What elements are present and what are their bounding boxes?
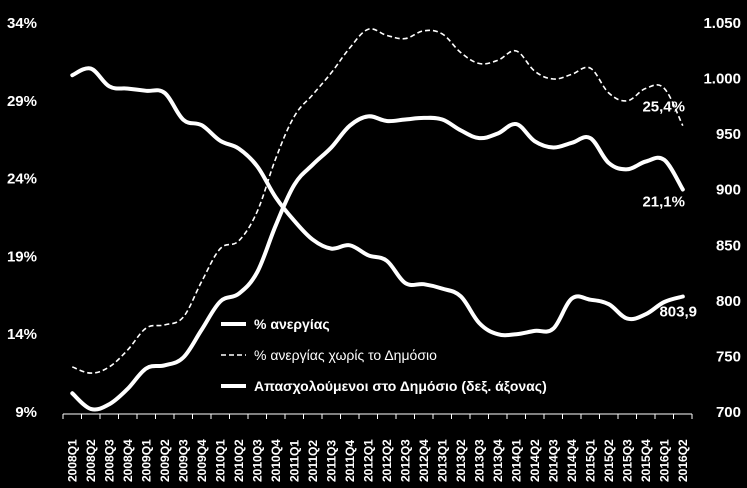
right-tick-label: 900	[716, 182, 741, 199]
series-lines	[70, 27, 685, 412]
right-tick-label: 700	[716, 404, 741, 421]
x-tick-label: 2010Q3	[250, 439, 264, 482]
left-tick-label: 14%	[7, 326, 37, 343]
data-label-public-employees: 803,9	[659, 304, 697, 321]
x-tick-label: 2015Q2	[602, 439, 616, 482]
x-tick-label: 2013Q3	[472, 439, 486, 482]
x-tick-label: 2010Q1	[213, 439, 227, 482]
x-tick-label: 2010Q4	[269, 439, 283, 482]
x-tick-label: 2016Q1	[657, 439, 671, 482]
x-tick-label: 2014Q3	[546, 439, 560, 482]
x-tick-label: 2014Q2	[528, 439, 542, 482]
x-tick-label: 2008Q3	[102, 439, 116, 482]
x-tick-label: 2011Q4	[343, 440, 357, 482]
x-tick-label: 2009Q2	[158, 439, 172, 482]
x-tick-label: 2013Q1	[435, 439, 449, 482]
x-tick-label: 2011Q2	[306, 440, 320, 482]
x-tick-label: 2009Q3	[176, 439, 190, 482]
left-tick-label: 24%	[7, 171, 37, 188]
left-tick-label: 29%	[7, 93, 37, 110]
x-tick-label: 2008Q2	[84, 439, 98, 482]
x-tick-label: 2014Q4	[565, 439, 579, 482]
x-tick-label: 2009Q1	[139, 439, 153, 482]
legend-item-unemployment: % ανεργίας	[254, 316, 330, 332]
x-tick-label: 2008Q1	[65, 439, 79, 482]
x-tick-label: 2013Q4	[491, 439, 505, 482]
public-employees-line	[70, 66, 685, 338]
x-tick-label: 2012Q3	[398, 439, 412, 482]
data-label-unemployment: 21,1%	[642, 193, 685, 210]
legend-item-unemployment-excl-public: % ανεργίας χωρίς το Δημόσιο	[254, 347, 437, 363]
x-tick-label: 2010Q2	[232, 439, 246, 482]
unemployment-rate-line	[70, 114, 685, 412]
right-tick-label: 1.000	[703, 71, 741, 88]
x-tick-label: 2012Q2	[380, 439, 394, 482]
legend: % ανεργίας % ανεργίας χωρίς το Δημόσιο Απα…	[221, 316, 547, 394]
unemployment-excl-public-line	[72, 27, 684, 374]
x-tick-label: 2013Q2	[454, 439, 468, 482]
right-tick-label: 950	[716, 126, 741, 143]
x-tick-label: 2015Q3	[620, 439, 634, 482]
data-label-unemployment-excl-public: 25,4%	[642, 99, 685, 116]
right-axis-tick-labels: 1.050 1.000 950 900 850 800 750 700	[703, 15, 741, 421]
x-tick-label: 2012Q4	[417, 439, 431, 482]
left-tick-label: 19%	[7, 248, 37, 265]
x-tick-label: 2014Q1	[509, 439, 523, 482]
right-tick-label: 850	[716, 237, 741, 254]
x-tick-label: 2012Q1	[361, 439, 375, 482]
x-tick-label: 2008Q4	[121, 439, 135, 482]
x-axis: 2008Q1 2008Q2 2008Q3 2008Q4 2009Q1 2009Q2 2009…	[62, 413, 693, 482]
right-tick-label: 800	[716, 293, 741, 310]
x-tick-label: 2011Q1	[287, 440, 301, 482]
x-tick-label: 2009Q4	[195, 439, 209, 482]
left-tick-label: 9%	[15, 404, 37, 421]
x-tick-label: 2015Q4	[639, 439, 653, 482]
x-tick-label: 2015Q1	[583, 439, 597, 482]
legend-item-public-employees: Απασχολούμενοι στο Δημόσιο (δεξ. άξονας)	[254, 378, 547, 394]
left-axis-tick-labels: 34% 29% 24% 19% 14% 9%	[7, 15, 37, 421]
left-tick-label: 34%	[7, 15, 37, 32]
x-tick-label: 2016Q2	[676, 439, 690, 482]
x-tick-label: 2011Q3	[324, 440, 338, 482]
right-tick-label: 1.050	[703, 15, 741, 32]
right-tick-label: 750	[716, 348, 741, 365]
data-labels: 25,4% 21,1% 803,9	[642, 99, 697, 321]
